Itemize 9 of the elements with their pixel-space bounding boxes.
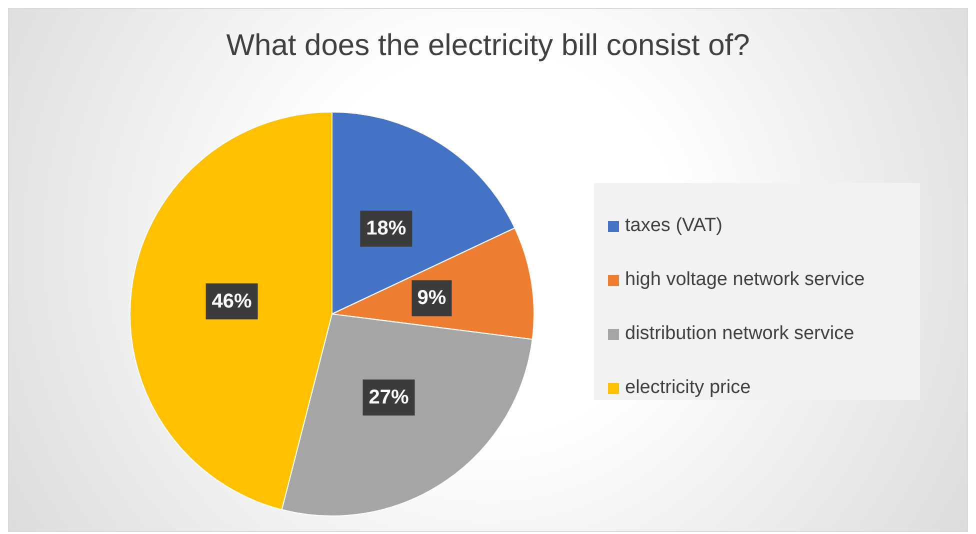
- legend-label: distribution network service: [625, 323, 854, 345]
- legend-label: electricity price: [625, 377, 751, 399]
- data-label: 27%: [368, 386, 409, 409]
- chart-title: What does the electricity bill consist of?: [225, 29, 751, 63]
- legend-label: high voltage network service: [625, 269, 865, 291]
- data-label: 46%: [212, 290, 252, 312]
- data-label: 18%: [366, 218, 406, 240]
- data-label: 9%: [417, 287, 446, 310]
- legend-label: taxes (VAT): [625, 215, 722, 237]
